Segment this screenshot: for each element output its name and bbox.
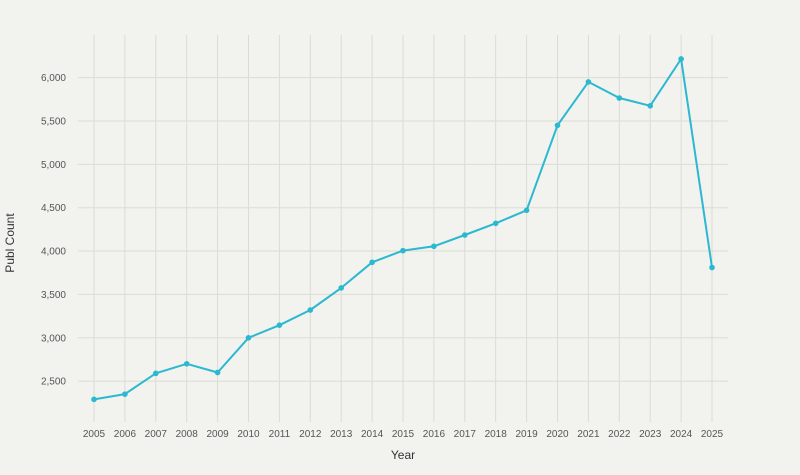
data-point-2013	[338, 285, 345, 291]
x-tick-label-2009: 2009	[206, 429, 229, 440]
y-tick-label-3500: 3,500	[41, 290, 66, 301]
data-point-2019	[523, 207, 530, 214]
data-point-2010	[245, 334, 252, 341]
y-tick-label-5000: 5,000	[41, 160, 66, 171]
y-tick-label-2500: 2,500	[41, 377, 66, 388]
x-tick-label-2022: 2022	[608, 429, 631, 440]
data-point-2014	[369, 259, 375, 266]
x-tick-label-2013: 2013	[330, 429, 353, 440]
x-tick-label-2025: 2025	[701, 429, 724, 440]
x-tick-label-2024: 2024	[670, 429, 693, 440]
y-tick-label-4500: 4,500	[41, 203, 66, 214]
data-point-2022	[616, 95, 623, 101]
x-tick-label-2021: 2021	[577, 429, 600, 440]
y-axis-title: Publ Count	[3, 213, 17, 273]
data-point-2016	[431, 243, 437, 250]
data-point-2023	[647, 102, 653, 109]
data-point-2017	[462, 232, 468, 238]
data-point-2012	[307, 307, 314, 313]
series	[91, 56, 715, 403]
y-tick-label-5500: 5,500	[41, 116, 66, 127]
x-axis-ticks: 2005 2006 2007 2008 2009 2010 2011 2012 2013 2014…	[83, 429, 724, 440]
y-tick-label-6000: 6,000	[41, 73, 66, 84]
x-tick-label-2015: 2015	[392, 429, 415, 440]
data-point-2020	[554, 122, 561, 129]
data-point-2025	[709, 264, 715, 271]
x-axis-title: Year	[391, 448, 415, 462]
data-point-2021	[585, 79, 592, 85]
x-tick-label-2023: 2023	[639, 429, 662, 440]
x-tick-label-2012: 2012	[299, 429, 322, 440]
y-axis-ticks: 2,500 3,000 3,500 4,000 4,500 5,000 5,500 6,000	[41, 73, 66, 388]
data-point-2011	[276, 322, 283, 329]
x-tick-label-2016: 2016	[423, 429, 446, 440]
x-tick-label-2020: 2020	[546, 429, 569, 440]
data-point-2007	[153, 370, 159, 377]
data-point-2005	[91, 396, 97, 403]
data-point-2018	[492, 220, 499, 227]
x-tick-label-2008: 2008	[176, 429, 199, 440]
data-point-2024	[678, 56, 684, 62]
x-tick-label-2010: 2010	[237, 429, 260, 440]
data-point-2008	[183, 360, 190, 367]
data-point-2006	[122, 391, 128, 397]
x-tick-label-2011: 2011	[269, 429, 291, 440]
y-tick-label-4000: 4,000	[41, 247, 66, 258]
y-tick-label-3000: 3,000	[41, 333, 66, 344]
x-tick-label-2014: 2014	[361, 429, 384, 440]
data-point-2015	[400, 247, 406, 254]
vertical-gridlines	[93, 35, 713, 422]
x-tick-label-2005: 2005	[83, 429, 106, 440]
data-point-2009	[214, 369, 221, 376]
x-tick-label-2007: 2007	[145, 429, 168, 440]
x-tick-label-2019: 2019	[515, 429, 538, 440]
x-tick-label-2018: 2018	[485, 429, 508, 440]
x-tick-label-2006: 2006	[114, 429, 137, 440]
x-tick-label-2017: 2017	[454, 429, 477, 440]
